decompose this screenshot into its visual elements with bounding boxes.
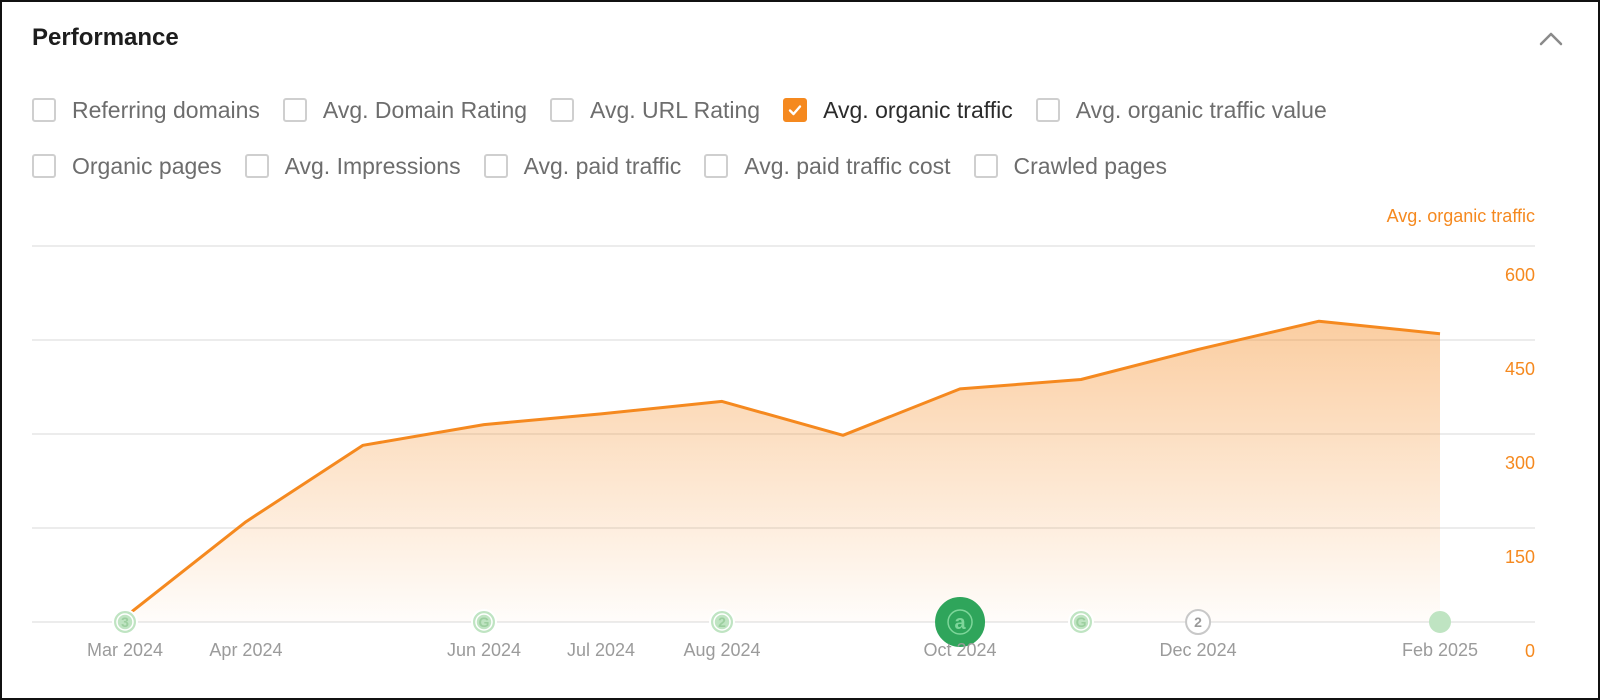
annotation-label: G xyxy=(1076,614,1087,630)
metric-crawled-pages[interactable]: Crawled pages xyxy=(973,152,1167,180)
annotation-marker[interactable]: 2 xyxy=(1185,609,1212,635)
metric-avg-organic-traffic-value[interactable]: Avg. organic traffic value xyxy=(1035,96,1327,124)
annotation-label: 3 xyxy=(121,614,129,630)
card-title: Performance xyxy=(32,24,179,51)
metric-checkbox[interactable] xyxy=(244,154,269,178)
x-tick-label: Aug 2024 xyxy=(683,640,760,660)
metric-label: Avg. paid traffic cost xyxy=(744,152,951,179)
annotation-ring xyxy=(116,613,134,631)
annotation-circle xyxy=(1185,609,1212,635)
metric-checkbox[interactable] xyxy=(32,98,56,122)
metric-label: Organic pages xyxy=(72,152,222,179)
annotation-circle xyxy=(1429,611,1451,633)
y-tick-label: 450 xyxy=(1505,359,1535,379)
metric-checkbox[interactable] xyxy=(973,154,998,178)
y-tick-label: 0 xyxy=(1525,641,1535,661)
annotation-ring xyxy=(713,613,731,631)
metric-avg-paid-traffic-cost[interactable]: Avg. paid traffic cost xyxy=(704,152,951,180)
annotation-ring xyxy=(475,613,493,631)
y-axis-label: Avg. organic traffic xyxy=(1387,206,1535,226)
x-tick-label: Jul 2024 xyxy=(567,640,635,660)
metric-checkbox[interactable] xyxy=(282,98,307,122)
x-tick-label: Feb 2025 xyxy=(1402,640,1478,660)
y-tick-label: 150 xyxy=(1505,547,1535,567)
metric-row-2: Organic pages Avg. Impressions Avg. paid t… xyxy=(32,138,1552,194)
metric-checkbox[interactable] xyxy=(1035,98,1060,122)
metric-label: Referring domains xyxy=(72,96,260,123)
metric-row-1: Referring domains Avg. Domain Rating Avg. … xyxy=(32,82,1552,138)
metric-checkbox[interactable] xyxy=(483,154,508,178)
metric-referring-domains[interactable]: Referring domains xyxy=(32,97,260,124)
metric-label: Avg. organic traffic xyxy=(823,96,1013,123)
annotation-label: 2 xyxy=(718,614,726,630)
y-tick-label: 600 xyxy=(1505,265,1535,285)
annotation-label: G xyxy=(479,614,490,630)
metric-avg-domain-rating[interactable]: Avg. Domain Rating xyxy=(282,96,528,124)
series-line xyxy=(124,319,1441,619)
metric-avg-organic-traffic[interactable]: Avg. organic traffic xyxy=(783,97,1013,124)
x-tick-label: Jun 2024 xyxy=(447,640,521,660)
annotation-marker[interactable]: 3 xyxy=(112,609,138,635)
metric-label: Avg. paid traffic xyxy=(523,152,682,179)
x-tick-label: Apr 2024 xyxy=(209,640,282,660)
x-tick-label: Dec 2024 xyxy=(1160,640,1237,660)
x-tick-label: Mar 2024 xyxy=(87,640,163,660)
annotation-ring xyxy=(947,609,973,635)
metric-checkbox[interactable] xyxy=(550,98,575,122)
annotation-label: a xyxy=(954,612,966,634)
chevron-up-icon xyxy=(1539,32,1563,46)
x-tick-label: Oct 2024 xyxy=(924,640,997,660)
metric-label: Avg. Domain Rating xyxy=(322,96,528,123)
annotation-marker[interactable]: 2 xyxy=(709,609,736,635)
annotation-marker[interactable]: G xyxy=(1068,609,1095,635)
collapse-button[interactable] xyxy=(1536,24,1566,54)
metric-label: Avg. URL Rating xyxy=(590,96,761,123)
metric-organic-pages[interactable]: Organic pages xyxy=(32,153,222,180)
metric-label: Crawled pages xyxy=(1013,152,1167,179)
annotation-marker[interactable] xyxy=(1429,611,1451,633)
annotation-circle xyxy=(935,597,986,647)
metric-checkbox[interactable] xyxy=(704,154,729,178)
metric-avg-paid-traffic[interactable]: Avg. paid traffic xyxy=(483,152,682,180)
annotation-label: 2 xyxy=(1194,614,1202,630)
annotation-marker[interactable]: G xyxy=(470,609,497,635)
metric-checkbox[interactable] xyxy=(32,154,56,178)
metric-checkbox[interactable] xyxy=(783,98,808,122)
metric-label: Avg. Impressions xyxy=(284,152,461,179)
metric-label: Avg. organic traffic value xyxy=(1075,96,1327,123)
metric-avg-impressions[interactable]: Avg. Impressions xyxy=(244,152,461,180)
check-icon xyxy=(788,105,802,116)
annotation-ring xyxy=(1072,613,1090,631)
y-tick-label: 300 xyxy=(1505,453,1535,473)
metric-avg-url-rating[interactable]: Avg. URL Rating xyxy=(550,97,760,124)
metric-selector: Referring domains Avg. Domain Rating Avg. … xyxy=(32,82,1552,194)
annotation-marker[interactable]: a xyxy=(935,597,986,647)
series-area xyxy=(125,321,1440,622)
